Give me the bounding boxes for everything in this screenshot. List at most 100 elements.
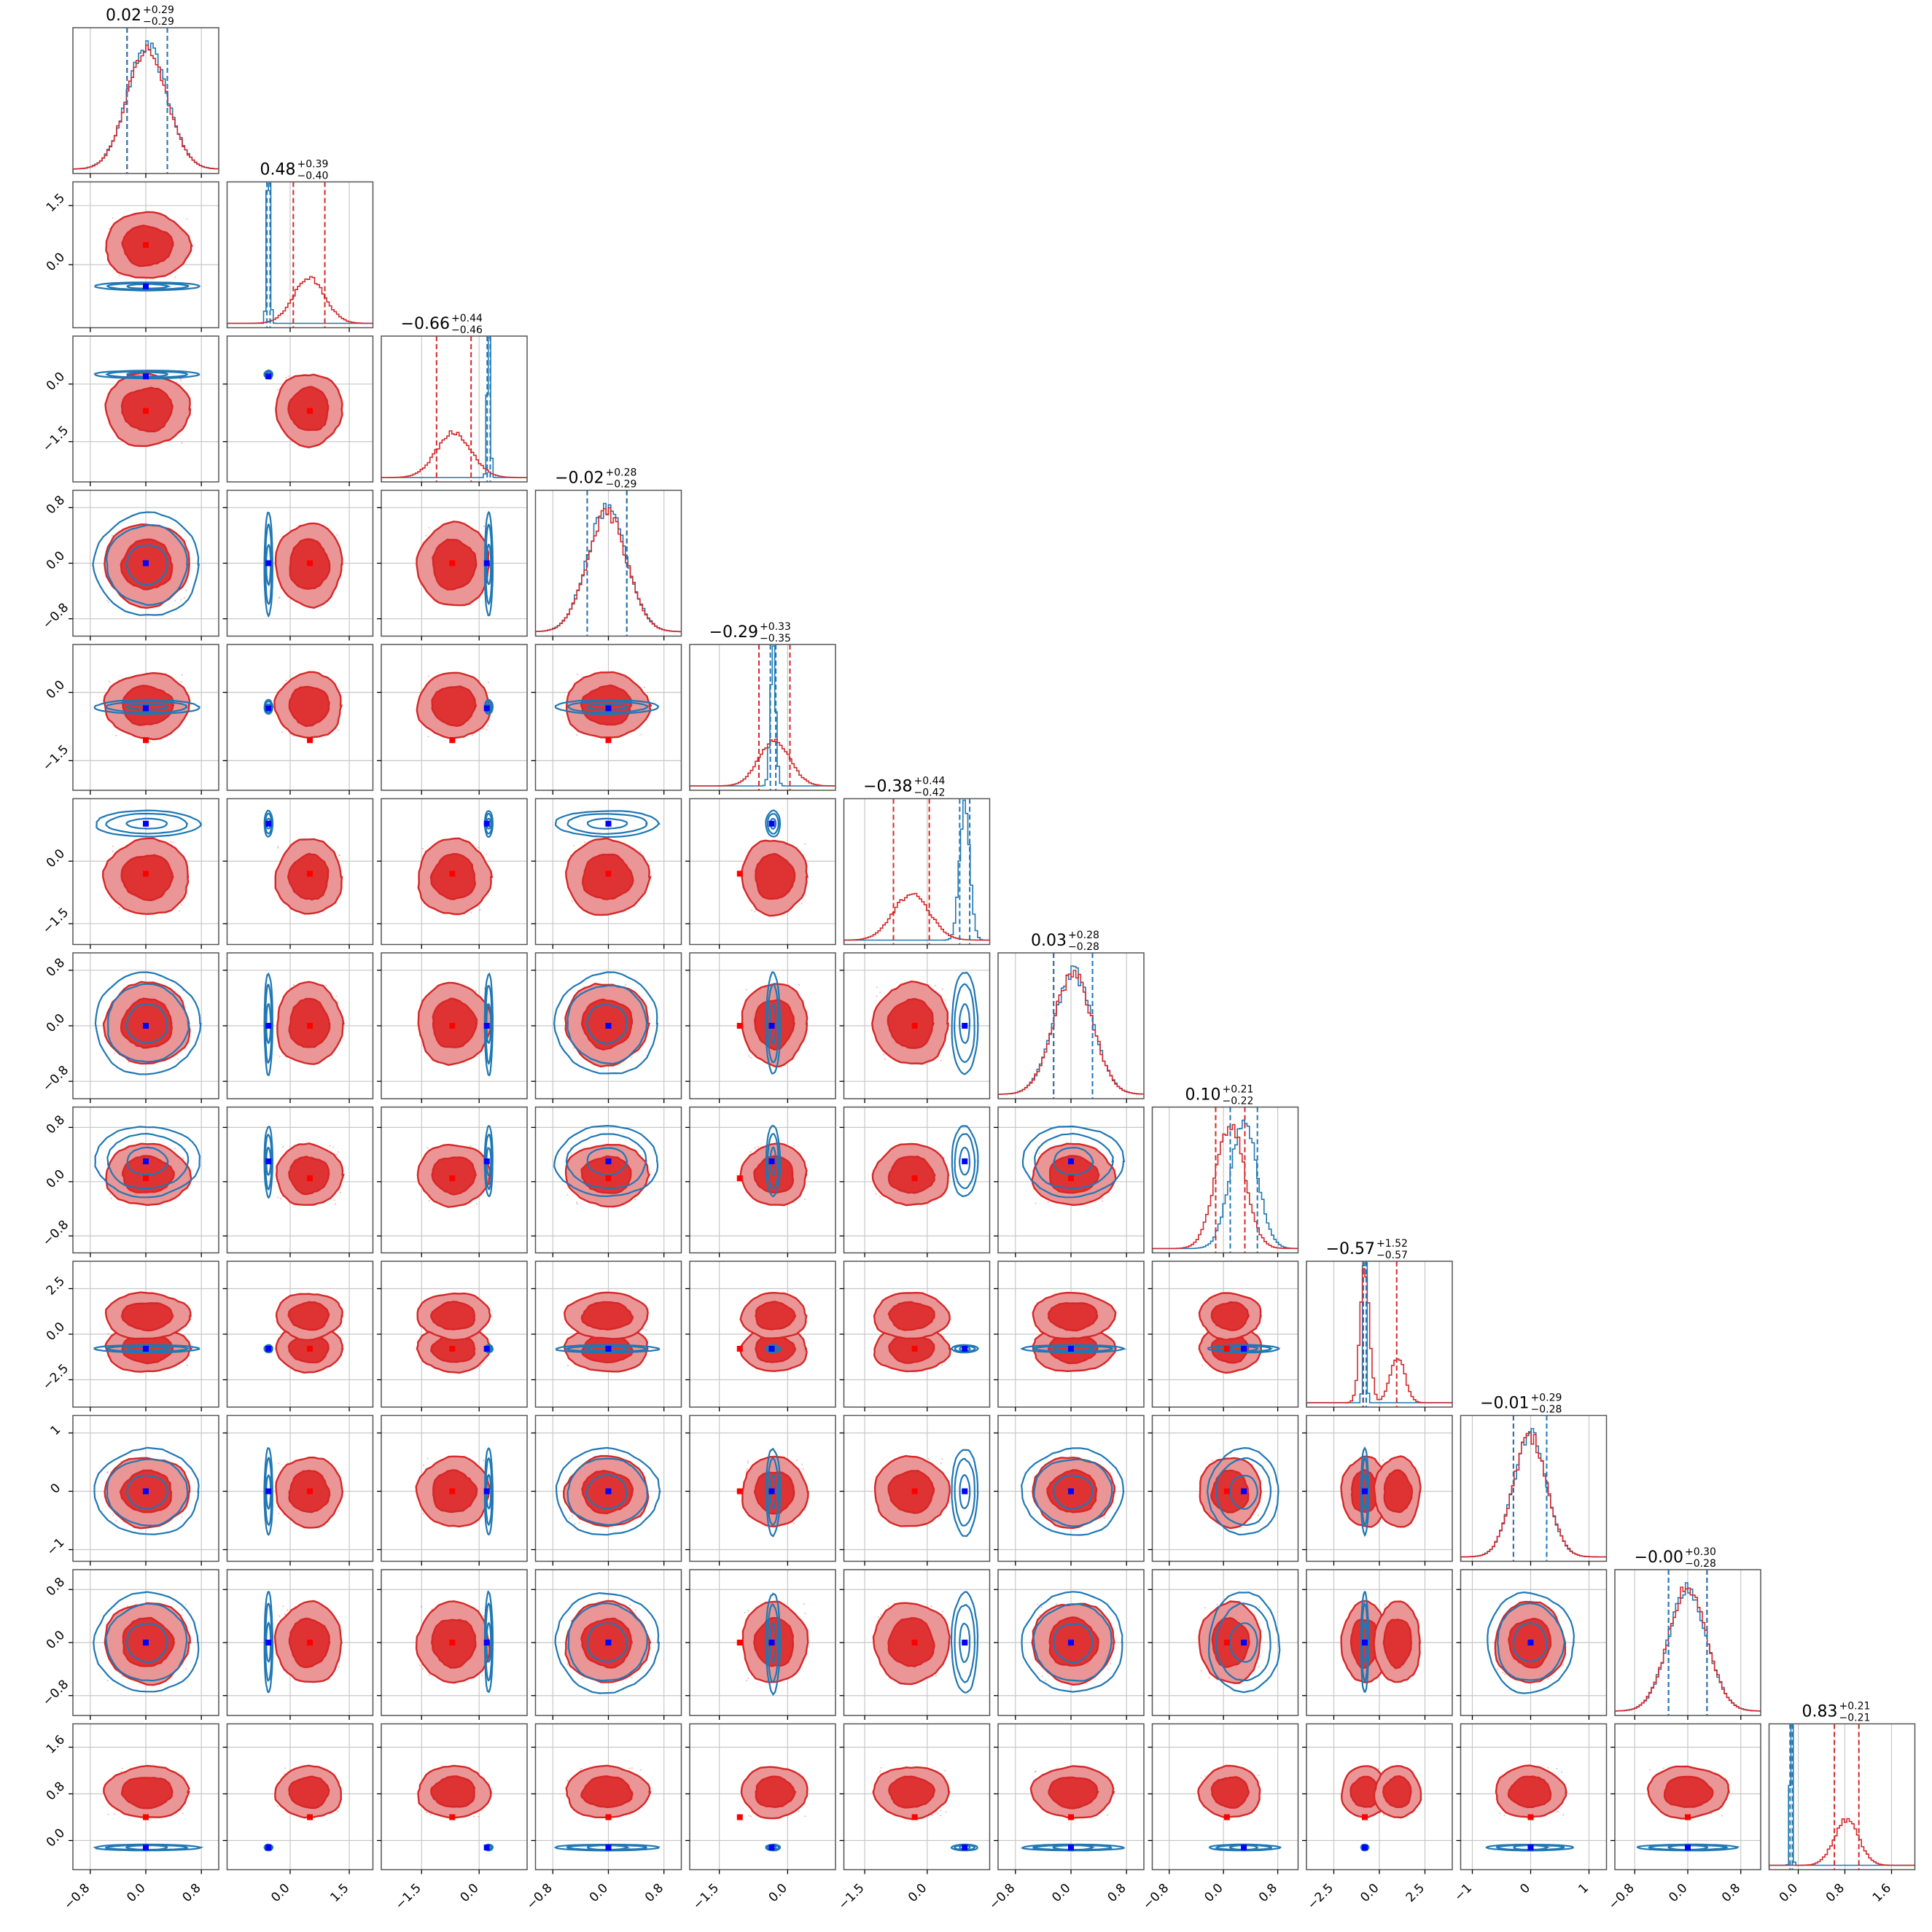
ytick-label-7-2: 0.8 [44, 1113, 68, 1137]
panel-9-6 [994, 1414, 1145, 1566]
ytick-label-10-2: 0.8 [44, 1575, 68, 1599]
panel-11-3: −0.8 0.0 0.8 [524, 1723, 682, 1912]
diag-panel-8: −0.57 +1.52−0.57 [1306, 1238, 1453, 1411]
panel-7-0: −0.8 0.0 0.8 [40, 1106, 219, 1258]
xtick-label-7-1: 0.0 [1201, 1881, 1226, 1905]
panel-9-1 [222, 1414, 374, 1566]
ytick-label-7-1: 0.0 [44, 1167, 68, 1191]
diag-panel-4: −0.29 +0.33−0.35 [689, 621, 836, 795]
diag-title-sub-9: −0.28 [1531, 1404, 1562, 1416]
xtick-label-10-1: 0.0 [1666, 1881, 1690, 1905]
xtick-label-6-0: −0.8 [986, 1881, 1018, 1912]
panel-7-1 [222, 1106, 374, 1258]
ytick-label-6-0: −0.8 [40, 1063, 71, 1094]
diag-title-sup-1: +0.39 [297, 159, 329, 171]
panel-8-3 [531, 1261, 682, 1411]
diag-title-1: 0.48 [260, 161, 296, 179]
panel-7-4 [685, 1106, 836, 1258]
diag-title-sup-10: +0.30 [1685, 1546, 1716, 1558]
panel-9-8 [1302, 1414, 1453, 1566]
xtick-label-4-1: 0.0 [766, 1881, 790, 1905]
ytick-label-2-1: 0.0 [44, 370, 68, 394]
panel-3-1 [222, 489, 374, 641]
panel-8-6 [994, 1261, 1145, 1411]
ytick-label-8-2: 2.5 [44, 1274, 68, 1298]
xtick-label-4-0: −1.5 [690, 1881, 722, 1912]
ytick-label-8-1: 0.0 [44, 1320, 68, 1344]
diag-panel-1: 0.48 +0.39−0.40 [226, 159, 374, 332]
panel-9-4 [685, 1414, 836, 1566]
ytick-label-10-0: −0.8 [40, 1678, 71, 1709]
panel-7-3 [531, 1106, 682, 1258]
panel-8-2 [377, 1261, 528, 1411]
ytick-label-6-1: 0.0 [44, 1011, 68, 1035]
panel-4-0: −1.5 0.0 [40, 644, 219, 795]
panel-5-3 [531, 798, 682, 949]
ytick-label-6-2: 0.8 [44, 956, 68, 980]
diag-title-5: −0.38 [863, 778, 912, 796]
panel-4-2 [377, 644, 528, 795]
panel-10-1 [222, 1569, 374, 1720]
panel-11-6: −0.8 0.0 0.8 [986, 1723, 1145, 1912]
xtick-label-3-0: −0.8 [524, 1881, 556, 1912]
xtick-label-3-2: 0.8 [642, 1881, 666, 1905]
panel-6-5 [839, 952, 991, 1103]
diag-title-7: 0.10 [1185, 1086, 1221, 1105]
ytick-label-11-1: 0.8 [44, 1779, 68, 1803]
ytick-label-3-1: 0.0 [44, 548, 68, 572]
panel-7-2 [377, 1106, 528, 1258]
diag-title-sup-7: +0.21 [1223, 1084, 1254, 1096]
panel-10-5 [839, 1569, 991, 1720]
xtick-label-11-0: 0.0 [1777, 1881, 1801, 1905]
panel-10-0: −0.8 0.0 0.8 [40, 1569, 219, 1720]
xtick-label-1-1: 1.5 [327, 1881, 351, 1905]
xtick-label-0-2: 0.8 [179, 1881, 203, 1905]
panel-4-3 [531, 644, 682, 795]
panel-10-8 [1302, 1569, 1453, 1720]
panel-6-4 [685, 952, 836, 1103]
diag-title-10: −0.00 [1635, 1549, 1683, 1567]
panel-2-1 [222, 335, 374, 486]
xtick-label-10-2: 0.8 [1719, 1881, 1743, 1905]
xtick-label-6-2: 0.8 [1105, 1881, 1129, 1905]
panel-11-0: 0.0 0.8 1.6 −0.8 0.0 0.8 [44, 1723, 219, 1912]
diag-title-sub-1: −0.40 [297, 171, 329, 182]
panel-8-7 [1148, 1261, 1299, 1411]
diag-title-sup-3: +0.28 [606, 467, 637, 479]
panel-11-9: −1 0 1 [1452, 1723, 1608, 1904]
panel-11-1: 0.0 1.5 [222, 1723, 374, 1905]
diag-title-8: −0.57 [1326, 1240, 1375, 1258]
diag-panel-3: −0.02 +0.28−0.29 [534, 467, 682, 641]
panel-7-5 [839, 1106, 991, 1258]
panel-9-0: −1 0 1 [44, 1414, 219, 1566]
diag-title-sup-4: +0.33 [760, 621, 791, 633]
panel-7-6 [994, 1106, 1145, 1258]
diag-panel-7: 0.10 +0.21−0.22 [1151, 1084, 1299, 1258]
diag-title-sub-0: −0.29 [143, 16, 174, 28]
panel-10-2 [377, 1569, 528, 1720]
diag-title-sub-5: −0.42 [914, 787, 946, 799]
ytick-label-4-0: −1.5 [40, 742, 71, 774]
panel-1-0: 0.0 1.5 [44, 181, 219, 332]
xtick-label-11-1: 0.8 [1823, 1881, 1847, 1905]
panel-2-0: −1.5 0.0 [40, 335, 219, 486]
diag-title-9: −0.01 [1480, 1395, 1529, 1413]
xtick-label-7-2: 0.8 [1256, 1881, 1280, 1905]
xtick-label-9-1: 0 [1517, 1881, 1533, 1897]
panel-6-0: −0.8 0.0 0.8 [40, 952, 219, 1103]
xtick-label-2-0: −1.5 [392, 1881, 424, 1912]
diag-title-sub-8: −0.57 [1376, 1250, 1408, 1261]
ytick-label-1-1: 1.5 [44, 191, 68, 215]
panel-9-3 [531, 1414, 682, 1566]
ytick-label-5-1: 0.0 [44, 846, 68, 870]
panel-11-4: −1.5 0.0 [685, 1723, 836, 1912]
diag-panel-6: 0.03 +0.28−0.28 [997, 930, 1145, 1103]
xtick-label-7-0: −0.8 [1140, 1881, 1172, 1912]
diag-panel-2: −0.66 +0.44−0.46 [381, 313, 528, 486]
diag-title-3: −0.02 [555, 470, 604, 488]
ytick-label-8-0: −2.5 [40, 1361, 71, 1392]
ytick-label-7-0: −0.8 [40, 1218, 71, 1249]
ytick-label-11-2: 1.6 [44, 1732, 68, 1756]
diag-title-sup-6: +0.28 [1068, 930, 1099, 941]
